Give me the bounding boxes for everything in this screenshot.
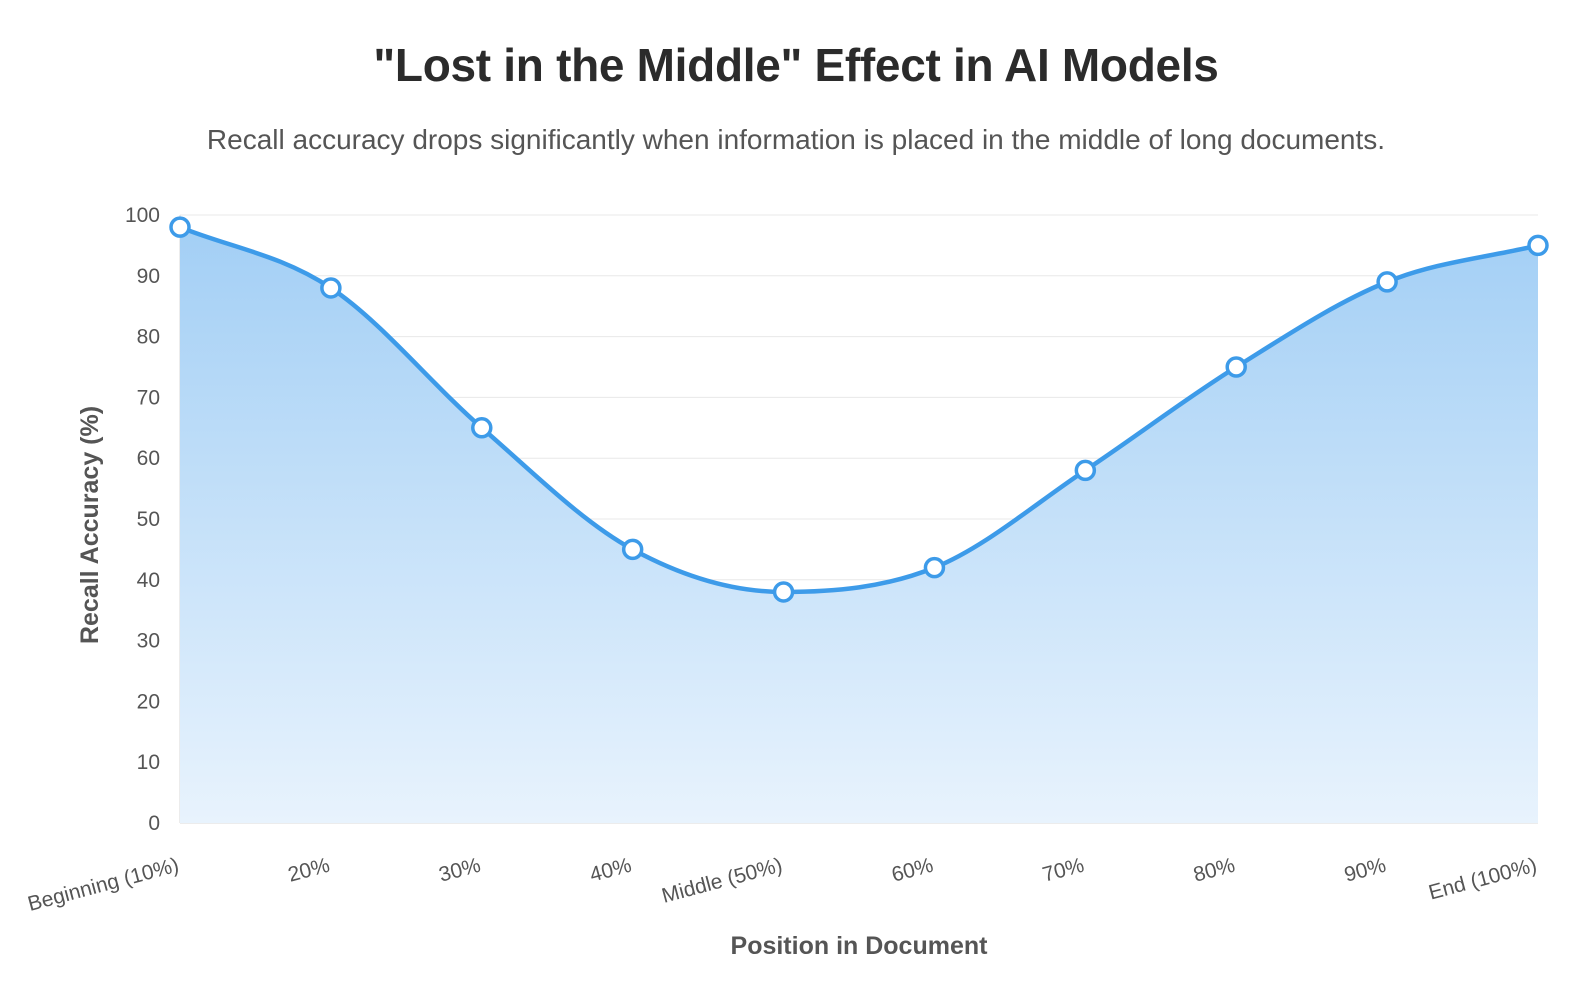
data-markers <box>169 216 1549 603</box>
y-axis-title: Recall Accuracy (%) <box>76 406 104 644</box>
x-tick-label: 20% <box>286 854 333 887</box>
y-axis-ticks: 0 10 20 30 40 50 60 70 80 90 100 <box>125 204 160 835</box>
series-line <box>177 224 1541 595</box>
x-tick-label: 80% <box>1191 854 1238 887</box>
chart-title: "Lost in the Middle" Effect in AI Models <box>373 39 1219 91</box>
area-fill <box>180 227 1538 823</box>
x-tick-label: 30% <box>437 854 484 887</box>
data-point[interactable] <box>621 538 644 561</box>
y-tick-label: 100 <box>125 204 160 227</box>
data-point[interactable] <box>471 417 493 439</box>
y-tick-label: 50 <box>137 508 160 531</box>
data-point[interactable] <box>1527 234 1549 257</box>
x-tick-label: Beginning (10%) <box>25 854 181 916</box>
y-tick-label: 40 <box>137 569 160 592</box>
y-tick-label: 20 <box>137 690 160 713</box>
x-axis-title: Position in Document <box>731 932 989 960</box>
x-tick-label: 70% <box>1040 854 1087 887</box>
area-fill-group <box>180 227 1538 823</box>
data-point[interactable] <box>169 216 191 238</box>
x-tick-label: Middle (50%) <box>659 854 784 908</box>
data-point[interactable] <box>1074 459 1097 482</box>
data-point[interactable] <box>1376 271 1398 293</box>
y-tick-label: 70 <box>137 386 160 409</box>
x-tick-label: 40% <box>587 854 634 887</box>
x-tick-label: 90% <box>1342 854 1389 887</box>
x-tick-label: 60% <box>889 854 936 887</box>
y-tick-label: 80 <box>137 326 160 349</box>
data-point[interactable] <box>923 556 946 579</box>
chart-subtitle: Recall accuracy drops significantly when… <box>206 124 1386 155</box>
y-tick-label: 0 <box>148 812 160 835</box>
y-tick-label: 60 <box>137 447 160 470</box>
data-point[interactable] <box>1225 356 1247 378</box>
data-point[interactable] <box>772 581 795 603</box>
y-tick-label: 30 <box>137 630 160 653</box>
y-tick-label: 90 <box>137 265 160 288</box>
series-line-group <box>177 224 1541 595</box>
y-tick-label: 10 <box>137 751 160 774</box>
data-point[interactable] <box>320 277 342 299</box>
x-tick-label: End (100%) <box>1426 854 1539 905</box>
x-axis-ticks: Beginning (10%) 20% 30% 40% Middle (50%) 60% 7… <box>25 854 1539 916</box>
